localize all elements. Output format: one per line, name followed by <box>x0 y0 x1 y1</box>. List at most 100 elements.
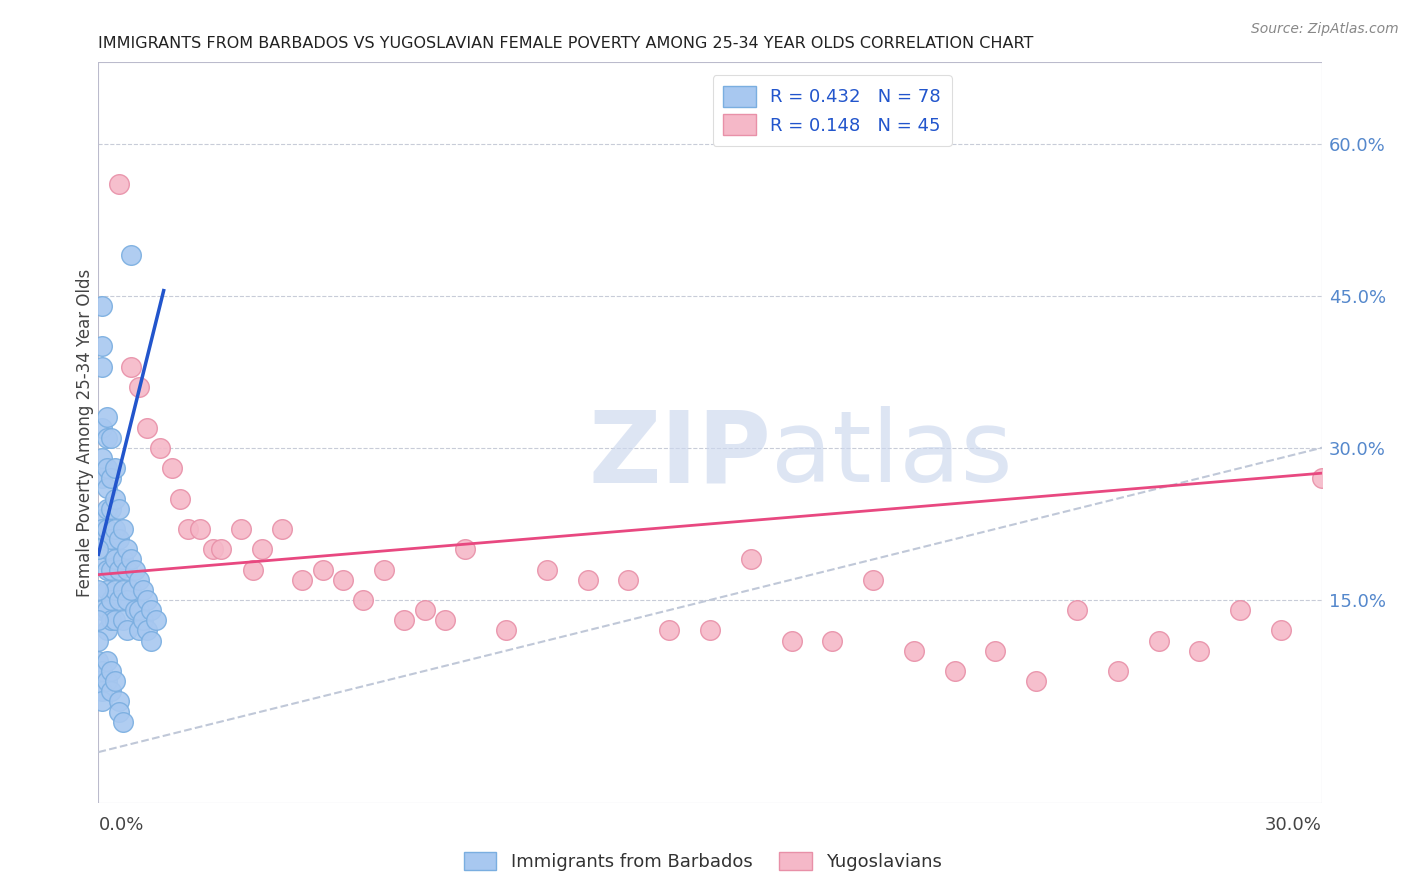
Point <box>96 482 118 496</box>
Point <box>87 633 110 648</box>
Point <box>96 522 118 536</box>
Point <box>91 339 114 353</box>
Point <box>96 562 118 576</box>
Point <box>111 582 134 597</box>
Point <box>100 532 122 546</box>
Point <box>100 501 122 516</box>
Point <box>124 562 146 576</box>
Point <box>1270 624 1292 638</box>
Y-axis label: Female Poverty Among 25-34 Year Olds: Female Poverty Among 25-34 Year Olds <box>76 268 94 597</box>
Point <box>141 633 163 648</box>
Text: 0.0%: 0.0% <box>98 816 143 834</box>
Point <box>108 694 131 708</box>
Point <box>128 380 150 394</box>
Point <box>903 643 925 657</box>
Point <box>104 522 127 536</box>
Point <box>111 714 134 729</box>
Point <box>91 359 114 374</box>
Point <box>91 512 114 526</box>
Point <box>87 654 110 668</box>
Point <box>111 522 134 536</box>
Point <box>108 501 131 516</box>
Point <box>96 624 118 638</box>
Point <box>740 552 762 566</box>
Point <box>413 603 436 617</box>
Point <box>141 603 163 617</box>
Point <box>100 431 122 445</box>
Point <box>108 705 131 719</box>
Point <box>91 603 114 617</box>
Point <box>115 562 138 576</box>
Point <box>1107 664 1129 678</box>
Legend: Immigrants from Barbados, Yugoslavians: Immigrants from Barbados, Yugoslavians <box>457 845 949 879</box>
Point <box>169 491 191 506</box>
Point <box>128 603 150 617</box>
Point <box>149 441 172 455</box>
Point <box>780 633 803 648</box>
Point <box>104 613 127 627</box>
Point <box>108 177 131 191</box>
Point <box>373 562 395 576</box>
Point <box>96 674 118 689</box>
Point <box>250 542 273 557</box>
Point <box>209 542 232 557</box>
Point <box>104 552 127 566</box>
Point <box>270 522 294 536</box>
Point <box>108 593 131 607</box>
Point <box>434 613 457 627</box>
Point <box>617 573 640 587</box>
Point <box>104 491 127 506</box>
Point <box>136 593 159 607</box>
Point <box>536 562 558 576</box>
Point <box>136 420 159 434</box>
Point <box>862 573 884 587</box>
Point <box>1188 643 1211 657</box>
Point <box>87 582 110 597</box>
Point <box>201 542 224 557</box>
Point <box>96 461 118 475</box>
Point <box>115 624 138 638</box>
Point <box>91 299 114 313</box>
Point <box>104 582 127 597</box>
Point <box>132 582 155 597</box>
Point <box>1229 603 1251 617</box>
Point <box>91 664 114 678</box>
Text: IMMIGRANTS FROM BARBADOS VS YUGOSLAVIAN FEMALE POVERTY AMONG 25-34 YEAR OLDS COR: IMMIGRANTS FROM BARBADOS VS YUGOSLAVIAN … <box>98 36 1033 51</box>
Point <box>91 450 114 465</box>
Point <box>242 562 264 576</box>
Point <box>111 552 134 566</box>
Point <box>454 542 477 557</box>
Point <box>1066 603 1088 617</box>
Point <box>100 471 122 485</box>
Text: atlas: atlas <box>772 407 1012 503</box>
Point <box>120 359 142 374</box>
Point <box>291 573 314 587</box>
Point <box>1147 633 1170 648</box>
Point <box>87 674 110 689</box>
Point <box>87 613 110 627</box>
Point <box>91 522 114 536</box>
Point <box>943 664 966 678</box>
Point <box>100 664 122 678</box>
Point <box>658 624 681 638</box>
Point <box>120 248 142 262</box>
Point <box>160 461 183 475</box>
Point <box>177 522 200 536</box>
Point <box>104 461 127 475</box>
Point <box>821 633 844 648</box>
Point <box>120 552 142 566</box>
Point <box>1310 471 1333 485</box>
Point <box>145 613 167 627</box>
Point <box>96 542 118 557</box>
Point <box>120 582 142 597</box>
Point <box>87 542 110 557</box>
Point <box>312 562 335 576</box>
Point <box>188 522 212 536</box>
Point <box>91 420 114 434</box>
Point <box>128 573 150 587</box>
Point <box>96 501 118 516</box>
Point <box>108 562 131 576</box>
Point <box>111 613 134 627</box>
Point <box>115 542 138 557</box>
Point <box>104 674 127 689</box>
